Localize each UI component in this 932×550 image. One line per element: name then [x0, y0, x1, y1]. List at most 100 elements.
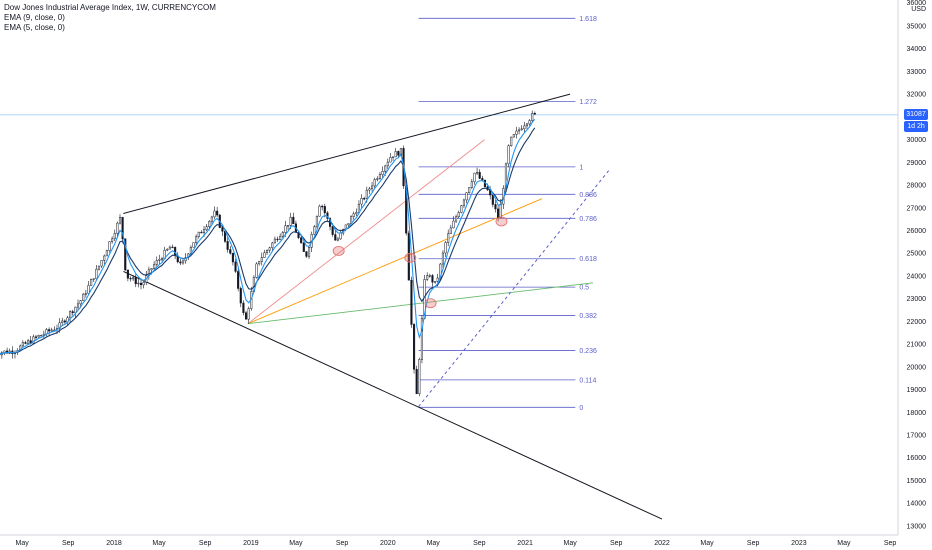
candle-body [171, 246, 174, 249]
candle-body [431, 275, 434, 283]
current-price-tag: 31087 [904, 108, 928, 120]
candle-body [153, 264, 156, 269]
candle-body [32, 336, 35, 344]
x-tick-label: Sep [199, 540, 212, 547]
candle-body [142, 282, 145, 286]
candle-body [139, 282, 143, 286]
candle-body [124, 238, 127, 271]
candle-body [307, 247, 311, 257]
candle-body [210, 216, 213, 222]
candle-body [436, 277, 439, 282]
candle-body [50, 329, 53, 332]
candle-body [271, 242, 274, 249]
markers-layer [332, 216, 508, 309]
y-tick-label: 26000 [907, 228, 927, 235]
y-axis-top-value: 36000 [907, 0, 927, 7]
candle-body [334, 234, 337, 241]
candle-body [371, 185, 374, 190]
pivot-marker [404, 252, 417, 263]
x-tick-label: May [700, 540, 714, 547]
candle-body [118, 217, 122, 224]
candle-body [397, 151, 400, 156]
y-tick-label: 17000 [907, 433, 927, 440]
x-tick-label: 2019 [243, 540, 259, 547]
fib-level-label: 1 [579, 164, 583, 171]
candle-body [244, 312, 248, 320]
candle-body [281, 232, 284, 237]
candle-body [111, 238, 114, 242]
y-tick-label: 16000 [907, 455, 927, 462]
y-tick-label: 13000 [907, 523, 927, 530]
candle-body [226, 241, 229, 250]
candle-body [166, 248, 169, 251]
candle-body [239, 288, 242, 304]
pivot-marker [332, 246, 345, 256]
fib-level-label: 0.5 [579, 285, 589, 292]
candle-body [381, 171, 384, 175]
candle-body [413, 324, 416, 370]
candle-body [221, 227, 224, 232]
candle-body [158, 259, 161, 261]
candle-body [279, 236, 282, 240]
x-tick-label: May [289, 540, 303, 547]
candle-body [247, 308, 250, 320]
candle-body [355, 212, 358, 215]
candle-body [470, 181, 473, 188]
candle-body [216, 210, 219, 216]
candle-body [426, 275, 429, 280]
candle-body [100, 260, 103, 267]
candle-body [105, 250, 108, 257]
candle-body [455, 216, 458, 222]
x-tick-label: Sep [336, 540, 349, 547]
candle-body [108, 241, 111, 251]
candle-body [418, 359, 421, 395]
fib-level-label: 0.114 [579, 377, 596, 384]
candle-body [468, 187, 471, 193]
candle-body [336, 238, 339, 241]
candle-body [61, 320, 64, 323]
candle-body [510, 136, 513, 146]
x-tick-label: 2023 [791, 540, 807, 547]
candle-body [434, 281, 437, 283]
x-tick-label: May [15, 540, 29, 547]
candle-body [155, 260, 158, 265]
y-tick-label: 14000 [907, 501, 927, 508]
x-tick-label: May [152, 540, 166, 547]
trendline-projection [418, 168, 611, 407]
candle-body [95, 268, 98, 279]
candle-body [531, 113, 534, 121]
candle-body [457, 212, 460, 218]
y-tick-label: 19000 [907, 387, 927, 394]
candle-body [97, 265, 101, 270]
candle-body [378, 174, 381, 179]
y-tick-label: 24000 [907, 273, 927, 280]
candle-body [386, 161, 389, 167]
candle-body [533, 113, 536, 115]
candle-body [150, 268, 153, 271]
candle-body [452, 220, 455, 229]
fib-level-label: 0.382 [579, 313, 597, 320]
candle-body [87, 285, 90, 294]
candle-body [40, 334, 43, 337]
y-tick-label: 28000 [907, 183, 927, 190]
candle-body [92, 278, 95, 280]
candle-body [499, 203, 502, 219]
candle-body [103, 255, 106, 261]
candle-body [265, 249, 269, 253]
candle-body [473, 172, 476, 183]
candle-body [305, 251, 308, 257]
candle-body [160, 258, 164, 260]
trendline-upper [123, 93, 571, 214]
candle-body [376, 178, 379, 180]
y-tick-label: 34000 [907, 46, 927, 53]
candle-body [289, 216, 292, 226]
candle-body [449, 227, 452, 234]
x-tick-label: Sep [62, 540, 75, 547]
candle-body [27, 340, 30, 344]
x-tick-label: 2021 [517, 540, 533, 547]
candle-body [134, 277, 137, 285]
x-tick-label: May [837, 540, 851, 547]
y-tick-label: 27000 [907, 205, 927, 212]
